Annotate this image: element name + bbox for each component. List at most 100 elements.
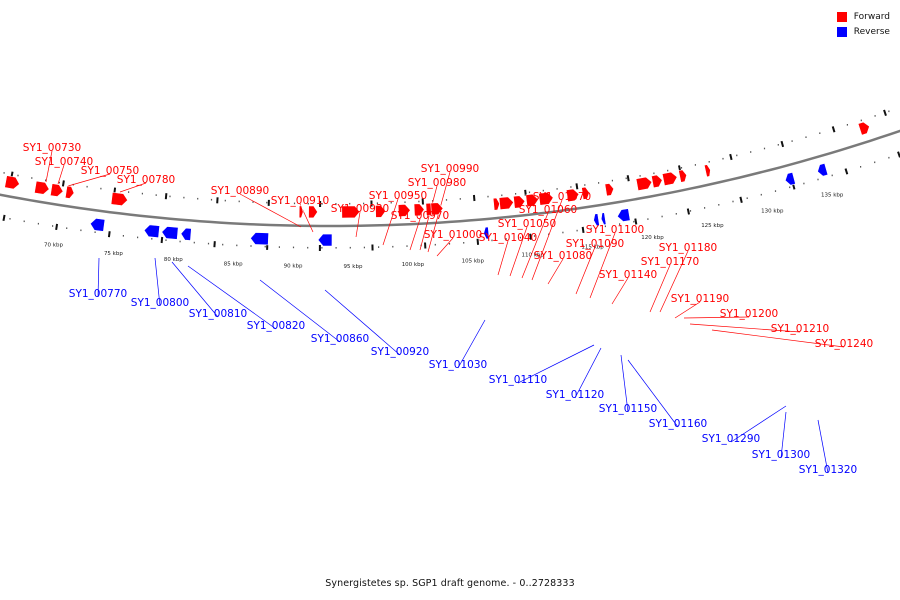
reverse-gene-arrow [593,213,600,227]
ruler-dot [445,199,448,201]
leader-line [611,277,629,305]
gene-label: SY1_00990 [421,163,479,175]
ruler-track [2,109,900,252]
ruler-tick [421,198,424,205]
tick-label: 130 kbp [761,209,784,215]
forward-gene-arrow [678,169,687,183]
forward-gene-arrow [341,205,361,219]
ruler-dot [653,172,655,175]
ruler-tick [424,242,427,249]
ruler-dot [165,239,167,241]
ruler-dot [335,247,337,249]
ruler-tick [831,126,836,133]
ruler-dot [349,246,351,249]
gene-label: SY1_00920 [371,346,429,358]
ruler-dot [548,233,550,236]
ruler-dot [639,175,641,177]
ruler-tick [213,241,216,248]
gene-label: SY1_01040 [479,232,537,244]
gene-label: SY1_00820 [247,320,305,332]
ruler-dot [3,172,5,174]
gene-label: SY1_00970 [391,210,449,222]
forward-gene-arrow [49,183,64,197]
ruler-dot [151,238,153,240]
ruler-dot [570,186,572,188]
tick-label: 120 kbp [641,235,664,241]
tick-label: 90 kbp [284,264,303,270]
ruler-tick [844,168,849,175]
ruler-dot [846,124,848,126]
ruler-dot [23,220,25,223]
ruler-tick [529,233,532,240]
ruler-dot [207,242,210,245]
ruler-tick [634,218,638,225]
forward-swatch [836,11,847,22]
ruler-dot [307,246,309,249]
leader-line [239,193,302,228]
leader-line [620,354,629,413]
ruler-dot [680,167,683,169]
ruler-dot [463,242,465,244]
ruler-tick [160,236,164,244]
forward-gene-arrow [298,205,304,219]
leader-line [711,329,845,348]
ruler-dot [528,191,531,194]
reverse-gene-arrow [89,218,106,232]
leader-line [382,198,399,246]
gene-label: SY1_01240 [815,338,873,350]
ruler-tick [164,193,168,200]
leader-line [497,240,509,276]
ruler-dot [819,132,821,134]
ruler-dot [278,246,280,248]
leader-line [689,323,801,333]
ruler-dot [80,229,82,232]
ruler-dot [661,215,663,218]
gene-label: SY1_00910 [271,195,329,207]
leader-line [409,218,421,251]
leader-line [355,211,361,238]
ruler-dot [321,247,323,249]
ruler-tick [267,199,270,206]
ruler-tick [575,183,579,190]
ruler-dot [321,203,323,205]
gene-label: SY1_00980 [408,177,466,189]
ruler-dot [266,201,268,204]
ruler-dot [542,189,544,192]
gene-label: SY1_00950 [369,190,427,202]
reverse-gene-arrow [784,171,796,186]
ruler-dot [860,119,862,122]
leader-line [97,257,100,298]
forward-gene-arrow [651,174,663,189]
ruler-dot [406,245,408,247]
gene-label: SY1_00750 [81,165,139,177]
ruler-dot [9,218,11,220]
forward-gene-arrow [498,196,514,211]
ruler-dot [736,154,738,157]
gene-label: SY1_01050 [498,218,556,230]
ruler-tick [581,226,585,234]
ruler-dot [675,213,677,215]
forward-gene-arrow [565,188,580,203]
forward-gene-arrow [430,202,444,216]
leader-line [509,226,528,277]
ruler-dot [363,246,365,249]
ruler-tick [883,109,887,116]
ruler-dot [888,156,890,159]
leader-line [57,164,65,185]
forward-gene-arrow [397,204,411,217]
leader-line [575,246,596,295]
forward-gene-arrow [492,197,501,211]
ruler-dot [264,245,266,248]
genome-backbone [0,129,900,228]
forward-gene-arrow [525,193,539,208]
legend: Forward Reverse [836,9,890,39]
forward-gene-arrow [857,121,870,136]
ruler-dot [584,184,586,186]
gene-label: SY1_01120 [546,389,604,401]
forward-gene-arrow [581,186,590,200]
ruler-dot [349,202,351,205]
reverse-gene-arrow [161,226,179,240]
leader-line [547,258,564,285]
gene-label: SY1_00770 [69,288,127,300]
ruler-tick [113,187,117,194]
